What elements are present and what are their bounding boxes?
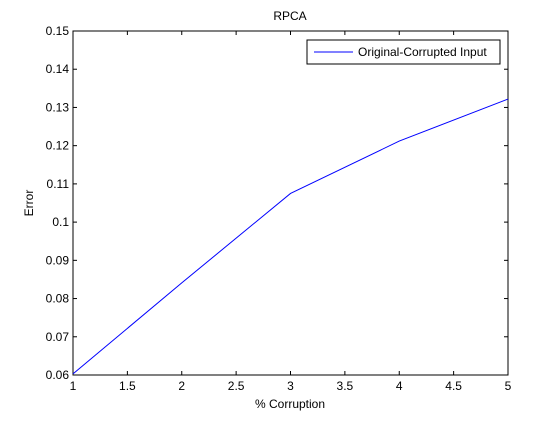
chart-title: RPCA [273, 9, 306, 23]
x-tick-label: 2 [178, 379, 185, 393]
x-tick-label: 1 [70, 379, 77, 393]
x-tick-label: 2.5 [228, 379, 245, 393]
series-line [72, 98, 509, 375]
legend-entry-label: Original-Corrupted Input [358, 45, 487, 59]
y-axis-label: Error [22, 190, 36, 217]
y-tick-label: 0.14 [46, 62, 70, 76]
x-tick-label: 3 [287, 379, 294, 393]
x-tick-label: 1.5 [119, 379, 136, 393]
x-tick-label: 4 [396, 379, 403, 393]
y-tick-label: 0.12 [46, 139, 70, 153]
y-tick-label: 0.08 [46, 292, 70, 306]
x-axis-ticks: 1 1.5 2 2.5 3 3.5 4 4.5 5 [70, 31, 512, 393]
y-tick-label: 0.06 [46, 368, 70, 382]
x-tick-label: 3.5 [337, 379, 354, 393]
x-tick-label: 5 [505, 379, 512, 393]
plot-area [72, 30, 509, 376]
y-tick-label: 0.09 [46, 253, 70, 267]
x-axis-label: % Corruption [255, 397, 325, 411]
x-tick-label: 4.5 [445, 379, 462, 393]
y-tick-label: 0.15 [46, 24, 70, 38]
y-tick-label: 0.13 [46, 100, 70, 114]
y-axis-ticks: 0.06 0.07 0.08 0.09 0.1 0.11 0.12 0.13 0.14 0.15 [46, 24, 508, 382]
series-layer [72, 98, 509, 375]
y-tick-label: 0.1 [52, 215, 69, 229]
legend: Original-Corrupted Input [306, 39, 501, 65]
y-tick-label: 0.07 [46, 330, 70, 344]
y-tick-label: 0.11 [47, 177, 70, 191]
